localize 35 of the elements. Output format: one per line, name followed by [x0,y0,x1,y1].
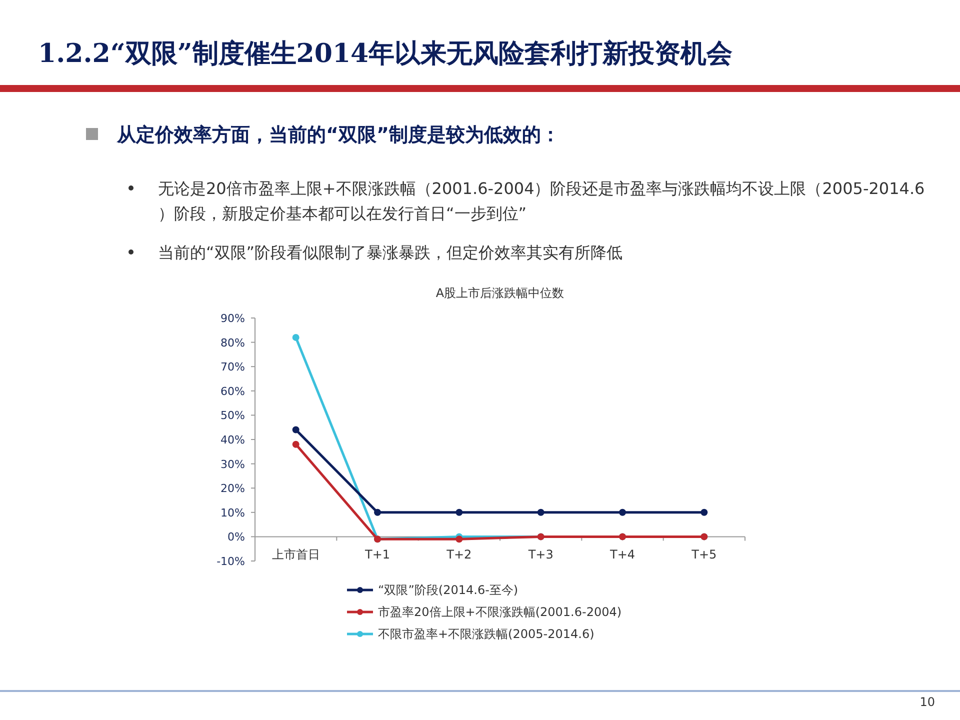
x-tick-label: 上市首日 [272,548,320,562]
x-tick-label: T+2 [446,548,472,562]
y-tick-label: 60% [220,384,245,398]
y-tick-label: 50% [220,409,245,422]
point [374,508,381,516]
y-tick-label: 10% [220,506,245,520]
text: 从定价效率方面，当前的“双限”制度是较为低效的： [116,124,560,146]
y-tick-label: 70% [220,360,245,374]
y-tick-label: -10% [216,555,245,568]
point [456,536,463,543]
x-tick-label: T+4 [608,548,636,562]
legend-label: “双限”阶段(2014.6-至今) [378,583,518,597]
text: 1.2.2“双限”制度催生2014年以来无风险套利打新投资机会 [38,39,733,69]
y-tick-label: 90% [220,312,245,325]
point [292,334,300,341]
point [456,508,463,516]
x-tick-label: T+5 [690,548,717,562]
legend-label: 不限市盈率+不限涨跌幅(2005-2014.6) [378,627,594,641]
y-tick-label: 40% [220,434,245,446]
legend-label: 市盈率20倍上限+不限涨跌幅(2001.6-2004) [378,605,622,619]
point [700,508,708,516]
y-tick-label: 20% [220,482,245,496]
y-tick-label: 30% [220,458,245,471]
point [619,508,626,516]
text: 10 [920,695,935,709]
x-tick-label: T+3 [527,548,554,562]
point [292,426,300,434]
y-tick-label: 0% [228,530,245,544]
point [537,508,544,516]
point [292,440,300,448]
y-tick-label: 80% [220,336,245,350]
chart-title: A股上市后涨跌幅中位数 [436,286,564,300]
text: 当前的“双限”阶段看似限制了暴涨暴跌，但定价效率其实有所降低 [158,243,623,262]
x-tick-label: T+1 [364,548,390,562]
text: 无论是20倍市盈率上限+不限涨跌幅（2001.6-2004）阶段还是市盈率与涨跌幅均不设上限（2005-2014.6）阶段，新股定价基本都可以在发行首日“一步到位” [158,179,925,223]
